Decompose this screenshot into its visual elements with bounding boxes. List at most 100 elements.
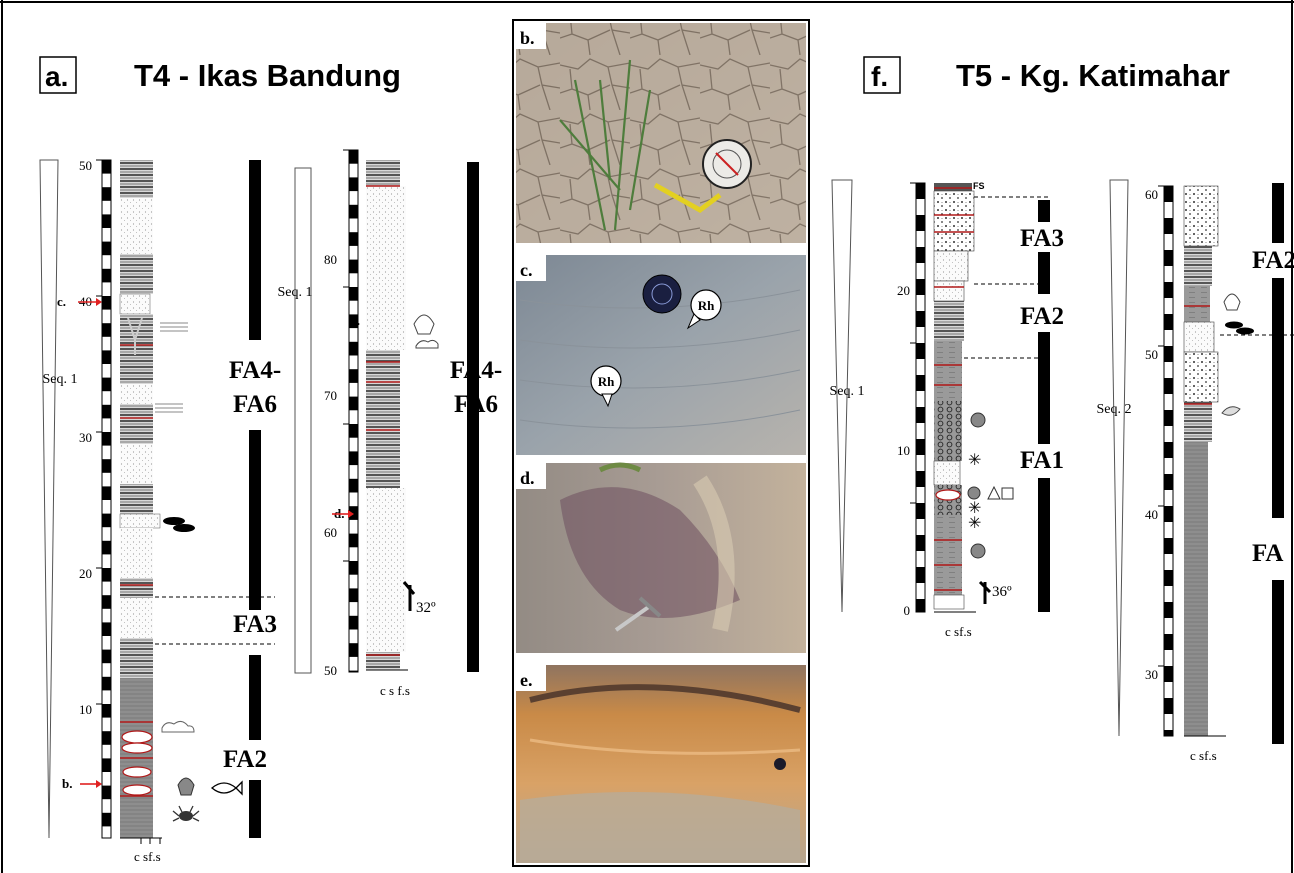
- lithology-column: [1183, 185, 1219, 736]
- scale-bar-segment: [102, 568, 111, 582]
- photo-e: e.: [516, 665, 806, 863]
- shell-icon: [1223, 293, 1241, 311]
- scale-bar-segment: [916, 311, 925, 327]
- scale-bar-segment: [916, 535, 925, 551]
- photo-d: d.: [516, 462, 806, 653]
- sequence-label: Seq. 1: [278, 285, 313, 300]
- asterisk-icon: ✳: [968, 452, 981, 469]
- concretion-icon: [970, 543, 986, 559]
- depth-scale-ticks: 60 50 40 30: [1145, 187, 1158, 682]
- scale-bar-segment: [102, 404, 111, 419]
- panel-a: a. T4 - Ikas Bandung Seq. 1 50 40 30 20 …: [39, 56, 502, 864]
- depth-tick-label: 10: [79, 702, 92, 717]
- facies-bar: [249, 160, 261, 838]
- depth-scale-bar: [96, 159, 112, 839]
- scale-bar-segment: [916, 407, 925, 423]
- scale-bar-segment: [349, 506, 358, 520]
- sequence-wedge: [831, 179, 853, 613]
- scale-bar-segment: [916, 503, 925, 519]
- photo-marker-label: e.: [351, 313, 360, 328]
- scale-bar-segment: [349, 424, 358, 438]
- photo-c: Rh Rh c.: [516, 255, 806, 455]
- grain-size-axis-label: c s f.s: [380, 683, 410, 698]
- depth-scale-ticks: 50 40 30 20 10: [79, 158, 92, 717]
- scale-bar-segment: [916, 215, 925, 231]
- concretion-icon: [967, 486, 981, 500]
- depth-tick-label: 30: [1145, 667, 1158, 682]
- rhizolith-label: Rh: [698, 298, 715, 313]
- shell-icon: [177, 777, 195, 796]
- scale-bar-segment: [1164, 314, 1173, 330]
- scale-bar-segment: [349, 615, 358, 630]
- facies-label: FA3: [233, 611, 277, 638]
- scale-bar-segment: [916, 279, 925, 295]
- panel-f-title: T5 - Kg. Katimahar: [956, 58, 1230, 93]
- depth-tick-label: 50: [1145, 347, 1158, 362]
- box-icon: [1001, 487, 1014, 500]
- scale-bar-segment: [102, 432, 111, 446]
- scale-bar-segment: [102, 676, 111, 691]
- scale-bar-segment: [1164, 666, 1173, 682]
- depth-scale-bar: [1158, 185, 1174, 737]
- photo-label: e.: [520, 670, 533, 690]
- sequence-label: Seq. 1: [43, 372, 78, 387]
- photo-marker-c: c.: [57, 294, 102, 309]
- scale-bar-segment: [1164, 634, 1173, 650]
- scale-bar-segment: [102, 459, 111, 473]
- scale-bar-segment: [349, 533, 358, 548]
- facies-label: FA: [1252, 540, 1283, 567]
- scale-bar-segment: [1164, 442, 1173, 458]
- scale-bar-segment: [1164, 378, 1173, 394]
- depth-tick-label: 80: [324, 252, 337, 267]
- scale-bar-segment: [349, 588, 358, 603]
- photo-marker-b: b.: [62, 776, 102, 791]
- depth-tick-label: 0: [904, 603, 911, 618]
- sedimentary-structure-lines: [155, 322, 188, 413]
- scale-bar-segment: [1164, 410, 1173, 426]
- facies-bar: [1038, 200, 1050, 612]
- lithology-column: [366, 160, 406, 670]
- photo-marker-label: b.: [62, 776, 72, 791]
- sequence-label: Seq. 1: [830, 384, 865, 399]
- concretion-icon: [1236, 327, 1254, 335]
- photo-label: d.: [520, 468, 535, 488]
- scale-bar-segment: [1164, 186, 1173, 202]
- fish-icon: [210, 780, 243, 796]
- depth-tick-label: 10: [897, 443, 910, 458]
- scale-bar-segment: [916, 247, 925, 263]
- dip-angle-label: 36º: [992, 584, 1012, 600]
- scale-bar-segment: [349, 177, 358, 192]
- scale-bar-segment: [349, 150, 358, 164]
- depth-scale-ticks: 80 70 60 50: [324, 252, 337, 678]
- scale-bar-segment: [102, 160, 111, 174]
- depth-tick-label: 20: [897, 283, 910, 298]
- scale-bar-segment: [102, 731, 111, 745]
- sequence-label: Seq. 2: [1097, 402, 1132, 417]
- sequence-bar: [294, 167, 312, 674]
- concretion-icon: [1225, 321, 1243, 329]
- facies-label: FA2: [1252, 247, 1294, 274]
- facies-label: FA2: [223, 746, 267, 773]
- sequence-wedge: [1109, 179, 1129, 737]
- depth-tick-label: 50: [324, 663, 337, 678]
- scale-bar-segment: [349, 232, 358, 246]
- panel-f-letter: f.: [871, 61, 888, 92]
- panel-a-letter: a.: [45, 61, 68, 92]
- trace-fossil-icon: [161, 720, 195, 733]
- scale-bar-segment: [102, 622, 111, 636]
- concretion-icon: [173, 524, 195, 532]
- scale-bar-segment: [1164, 570, 1173, 586]
- scale-bar-segment: [102, 187, 111, 201]
- scale-bar-segment: [102, 785, 111, 800]
- depth-tick-label: 60: [324, 525, 337, 540]
- depth-tick-label: 20: [79, 566, 92, 581]
- panel-f: f. T5 - Kg. Katimahar Seq. 1 20 10 0: [830, 56, 1294, 763]
- dip-symbol-icon: [978, 580, 992, 604]
- facies-label: FA1: [1020, 447, 1064, 474]
- flooding-surface-label: FS: [973, 181, 985, 191]
- sequence-wedge: [39, 159, 59, 839]
- photo-label: b.: [520, 28, 535, 48]
- scale-bar-segment: [102, 296, 111, 310]
- scale-bar-segment: [349, 314, 358, 329]
